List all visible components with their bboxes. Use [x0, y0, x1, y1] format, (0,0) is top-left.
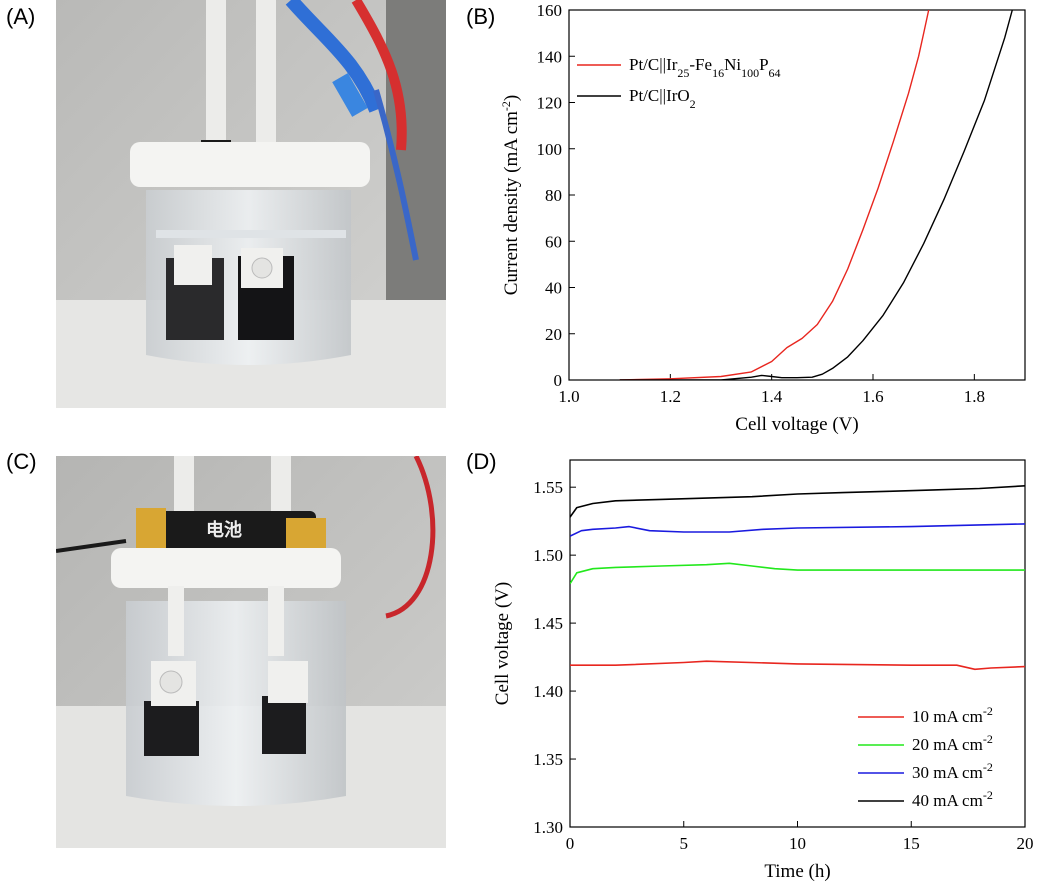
y-tick-label: 0 [554, 371, 563, 390]
series-line-1 [570, 562, 1025, 585]
x-tick-label: 1.4 [761, 387, 783, 406]
series-line-2 [570, 523, 1025, 537]
y-tick-label: 1.35 [533, 750, 563, 769]
legend-entry: 10 mA cm-2 [912, 704, 993, 726]
legend-entry: 30 mA cm-2 [912, 760, 993, 782]
x-tick-label: 1.8 [964, 387, 985, 406]
legend-entry: Pt/C||IrO2 [629, 86, 696, 111]
battery-label: 电池 [206, 519, 242, 540]
photo-a-electrolyzer [56, 0, 446, 408]
x-tick-label: 10 [789, 834, 806, 853]
panel-label-c: (C) [6, 449, 37, 474]
x-tick-label: 1.6 [862, 387, 883, 406]
series-line-3 [570, 485, 1025, 518]
x-axis-label: Cell voltage (V) [735, 414, 858, 435]
photo-a-drawing [56, 0, 446, 408]
panel-label-a: (A) [6, 4, 36, 29]
y-axis-label: Cell voltage (V) [492, 582, 513, 705]
y-tick-label: 1.40 [533, 682, 563, 701]
x-tick-label: 0 [566, 834, 575, 853]
y-tick-label: 80 [545, 186, 562, 205]
legend-entry: 20 mA cm-2 [912, 732, 993, 754]
x-tick-label: 1.0 [558, 387, 579, 406]
y-tick-label: 1.55 [533, 478, 563, 497]
chart-d-stability: 0 5 10 15 20 1.30 1.35 1.40 1.45 1.50 1.55 Time (h)… [492, 459, 1034, 882]
photo-c-drawing: 电池 [56, 456, 446, 848]
watermark: 大数跨境 [8, 864, 89, 886]
y-tick-label: 160 [537, 1, 563, 20]
legend-entry: 40 mA cm-2 [912, 788, 993, 810]
y-tick-label: 1.45 [533, 614, 563, 633]
photo-c-battery-cell: 电池 [56, 456, 446, 848]
series-line-1 [619, 10, 1013, 380]
series-line-0 [570, 660, 1025, 671]
x-axis-label: Time (h) [764, 861, 830, 882]
series-line-0 [619, 10, 930, 380]
y-tick-label: 1.50 [533, 546, 563, 565]
x-tick-label: 20 [1017, 834, 1034, 853]
y-tick-label: 40 [545, 279, 562, 298]
x-tick-label: 5 [680, 834, 689, 853]
panel-label-d: (D) [466, 449, 497, 474]
panel-label-b: (B) [466, 4, 496, 29]
y-tick-label: 20 [545, 325, 562, 344]
y-axis-label: Current density (mA cm-2) [499, 95, 522, 296]
chart-b-polarization: 1.0 1.2 1.4 1.6 1.8 0 20 40 60 80 100 120 140 160 Cell… [499, 1, 1026, 435]
y-tick-label: 60 [545, 232, 562, 251]
x-tick-label: 1.2 [660, 387, 681, 406]
legend-entry: Pt/C||Ir25-Fe16Ni100P64 [629, 55, 781, 80]
y-tick-label: 100 [537, 140, 563, 159]
y-tick-label: 120 [537, 94, 563, 113]
y-tick-label: 1.30 [533, 818, 563, 837]
x-tick-label: 15 [903, 834, 920, 853]
y-tick-label: 140 [537, 47, 563, 66]
